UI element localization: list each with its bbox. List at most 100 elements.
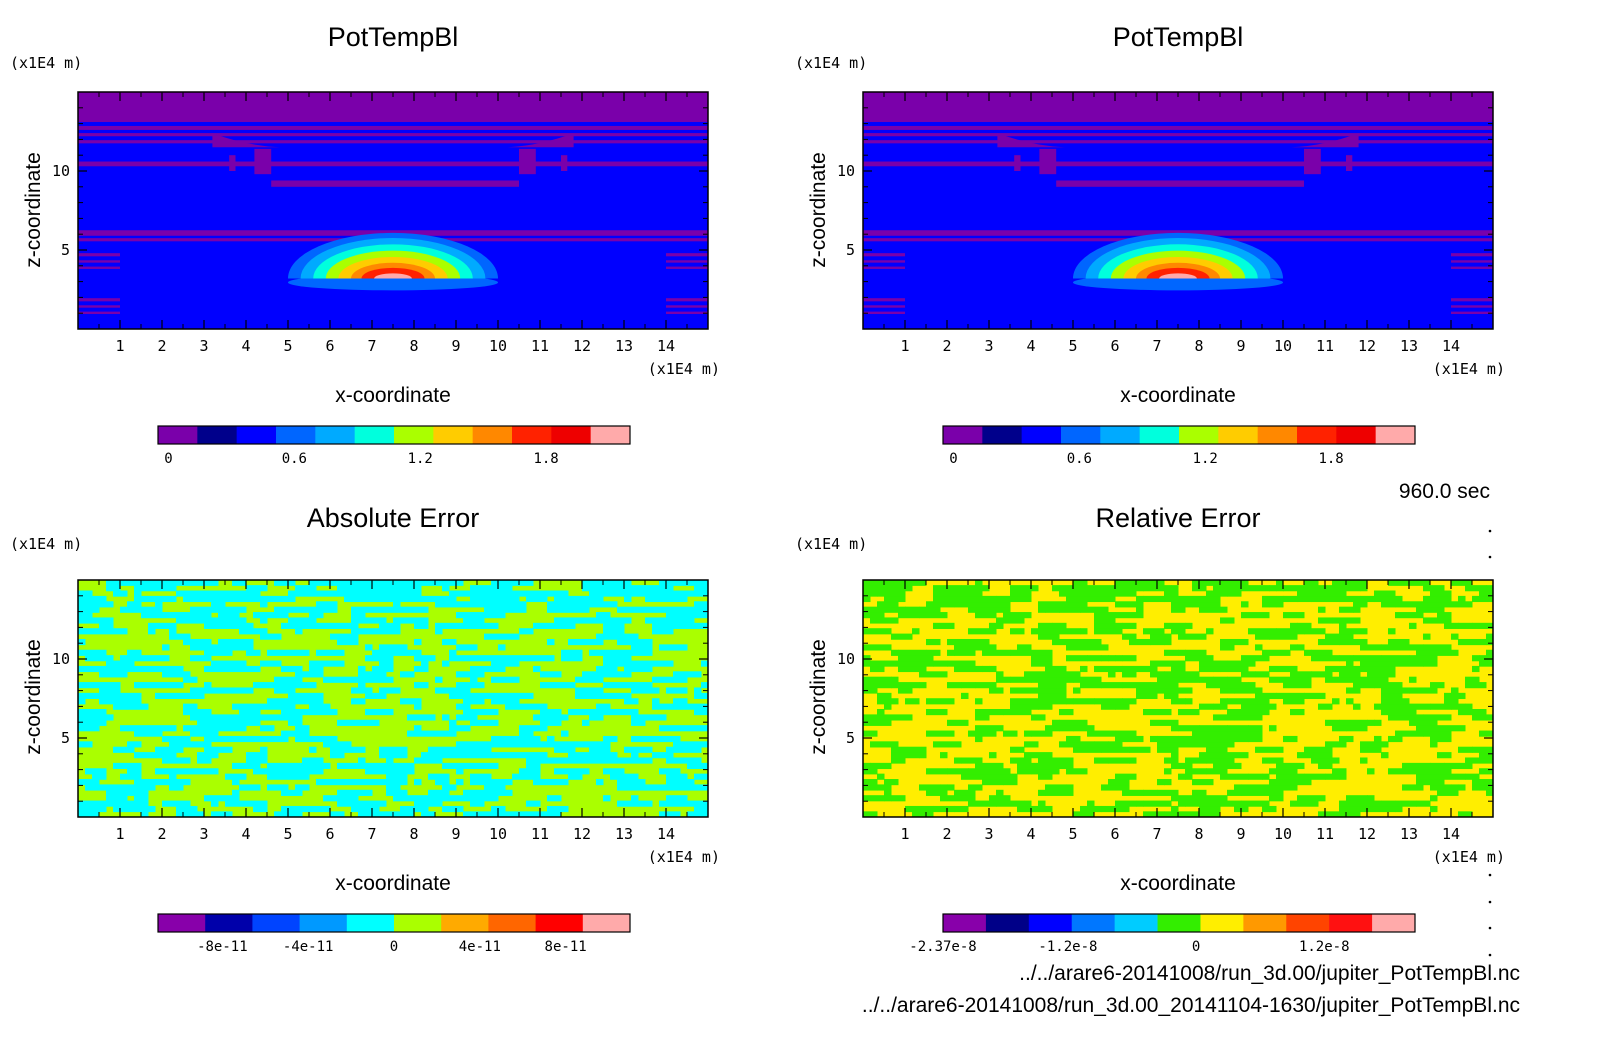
x-axis-label: x-coordinate [1120, 384, 1236, 407]
noise-patch [1220, 746, 1228, 753]
noise-patch [379, 687, 401, 694]
colorbar-label: 8e-11 [545, 939, 587, 955]
noise-patch [1115, 612, 1144, 619]
noise-patch [1388, 714, 1410, 721]
colorbar-label: 0.6 [1067, 451, 1092, 467]
noise-patch [540, 682, 555, 689]
noise-patch [281, 649, 296, 656]
noise-patch [638, 682, 646, 689]
noise-patch [1178, 811, 1200, 817]
noise-patch [1059, 590, 1067, 597]
noise-patch [330, 660, 338, 667]
noise-patch [680, 800, 708, 807]
noise-patch [372, 580, 401, 586]
colorbar-swatch [1375, 426, 1416, 444]
noise-patch [1353, 606, 1361, 613]
noise-patch [323, 741, 352, 748]
noise-patch [898, 655, 906, 662]
noise-patch [582, 580, 597, 586]
noise-patch [624, 757, 653, 764]
noise-patch [1227, 580, 1249, 586]
noise-patch [701, 773, 708, 780]
noise-patch [295, 585, 317, 592]
noise-patch [78, 698, 86, 705]
noise-patch [1241, 784, 1270, 791]
noise-patch [78, 714, 93, 721]
noise-patch [1038, 622, 1053, 629]
noise-patch [120, 789, 149, 796]
noise-patch [1472, 784, 1480, 791]
noise-patch [288, 692, 296, 699]
noise-patch [295, 628, 303, 635]
noise-patch [1360, 757, 1368, 764]
noise-patch [989, 800, 997, 807]
noise-patch [926, 789, 948, 796]
noise-patch [106, 784, 135, 791]
noise-patch [680, 580, 688, 586]
noise-patch [470, 773, 492, 780]
dome-pillar [561, 155, 568, 171]
noise-patch [78, 682, 93, 689]
noise-patch [1115, 601, 1144, 608]
noise-patch [421, 811, 436, 817]
x-tick-label: 12 [1358, 825, 1376, 843]
noise-patch [365, 655, 373, 662]
noise-patch [891, 752, 920, 759]
colorbar-label: 1.2e-8 [1299, 939, 1350, 955]
noise-patch [106, 789, 121, 796]
noise-patch [386, 773, 408, 780]
noise-patch [526, 595, 548, 603]
noise-patch [940, 601, 955, 608]
noise-patch [1339, 606, 1354, 613]
noise-patch [1192, 601, 1221, 608]
noise-patch [1066, 595, 1081, 603]
noise-patch [652, 628, 674, 635]
noise-patch [666, 752, 674, 759]
noise-patch [645, 682, 653, 689]
noise-patch [1213, 800, 1221, 807]
y-unit-label: (x1E4 m) [10, 535, 82, 553]
noise-patch [1220, 682, 1249, 689]
field-layer [863, 92, 1493, 329]
noise-patch [1206, 590, 1214, 597]
noise-patch [120, 762, 142, 770]
noise-patch [1038, 606, 1046, 613]
noise-patch [575, 687, 583, 694]
noise-patch [1094, 628, 1123, 635]
noise-patch [477, 746, 492, 753]
noise-patch [1038, 633, 1053, 640]
noise-patch [1199, 660, 1207, 667]
noise-patch [1010, 649, 1032, 656]
edge-stripe [863, 260, 905, 263]
noise-patch [204, 725, 226, 732]
noise-patch [687, 580, 702, 586]
noise-patch [680, 622, 688, 629]
x-tick-label: 1 [115, 825, 124, 843]
noise-patch [975, 714, 990, 721]
noise-patch [547, 601, 555, 608]
noise-patch [414, 779, 422, 786]
noise-patch [926, 698, 955, 705]
x-tick-label: 12 [573, 337, 591, 355]
noise-patch [1332, 768, 1347, 775]
noise-patch [176, 590, 184, 597]
noise-patch [968, 800, 990, 807]
noise-patch [512, 773, 541, 780]
noise-patch [232, 687, 247, 694]
noise-patch [1416, 606, 1424, 613]
noise-patch [1066, 735, 1081, 743]
noise-patch [183, 709, 212, 716]
dome-pillar [1346, 155, 1353, 171]
noise-patch [989, 665, 997, 673]
noise-patch [701, 784, 708, 791]
noise-patch [1395, 601, 1424, 608]
noise-patch [1073, 741, 1095, 748]
noise-patch [568, 773, 583, 780]
y-tick-label: 10 [52, 162, 70, 180]
noise-patch [358, 762, 387, 770]
noise-patch [470, 665, 492, 673]
noise-patch [134, 779, 149, 786]
noise-patch [379, 622, 387, 629]
noise-patch [1143, 811, 1165, 817]
noise-patch [190, 580, 205, 586]
